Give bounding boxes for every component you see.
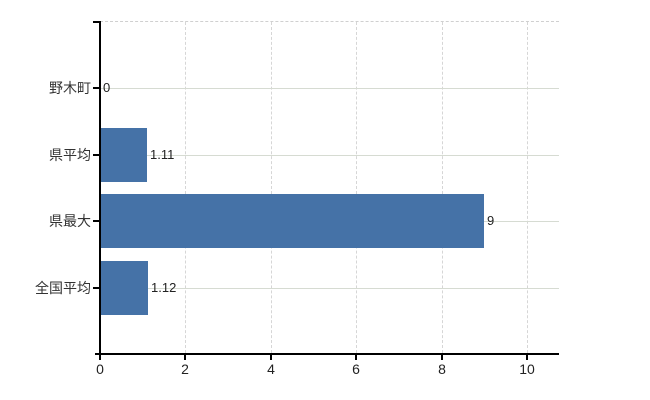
category-label: 全国平均 (35, 280, 91, 296)
category-label: 野木町 (49, 80, 91, 96)
y-axis-tick (93, 87, 99, 89)
x-tick-label: 4 (267, 361, 275, 377)
x-axis-tick (99, 355, 101, 360)
horizontal-gridline (100, 88, 559, 89)
x-axis-tick (441, 355, 443, 360)
x-axis-tick (184, 355, 186, 360)
category-label: 県平均 (49, 147, 91, 163)
vertical-gridline (185, 22, 186, 353)
y-axis-tick (93, 220, 99, 222)
value-label: 1.12 (151, 280, 177, 295)
bar (100, 261, 148, 315)
x-tick-label: 0 (96, 361, 104, 377)
value-label: 9 (487, 213, 495, 228)
x-tick-label: 6 (352, 361, 360, 377)
x-tick-label: 10 (519, 361, 535, 377)
vertical-gridline (442, 22, 443, 353)
horizontal-gridline (100, 155, 559, 156)
x-tick-label: 8 (438, 361, 446, 377)
bar (100, 194, 484, 248)
plot-top-border (100, 21, 559, 22)
y-axis-line (99, 21, 101, 355)
y-axis-top-tick (93, 21, 99, 23)
horizontal-gridline (100, 288, 559, 289)
vertical-gridline (271, 22, 272, 353)
y-axis-tick (93, 154, 99, 156)
bar (100, 128, 147, 182)
x-axis-tick (526, 355, 528, 360)
x-axis-line (95, 353, 559, 355)
y-axis-tick (93, 287, 99, 289)
x-axis-tick (270, 355, 272, 360)
value-label: 0 (103, 80, 111, 95)
category-label: 県最大 (49, 213, 91, 229)
x-axis-tick (355, 355, 357, 360)
vertical-gridline (527, 22, 528, 353)
value-label: 1.11 (150, 147, 175, 162)
vertical-gridline (356, 22, 357, 353)
x-tick-label: 2 (181, 361, 189, 377)
